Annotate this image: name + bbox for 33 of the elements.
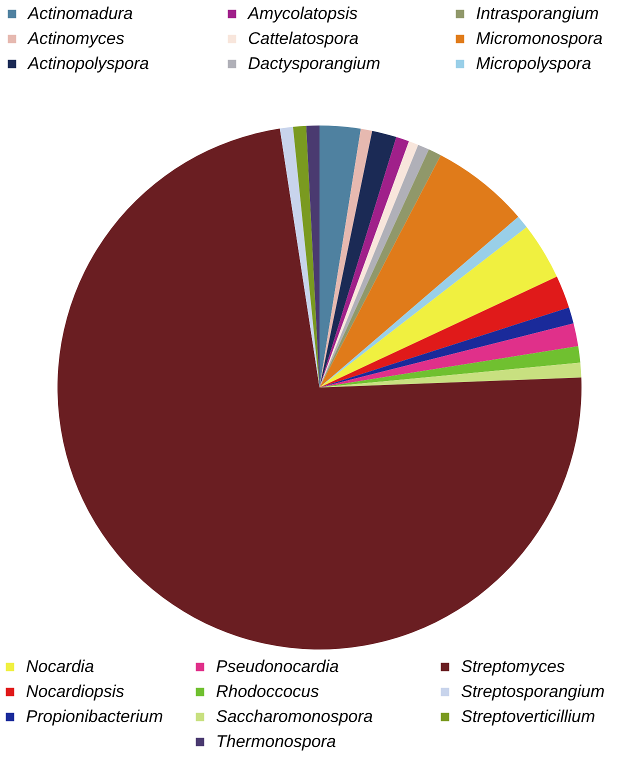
pie-slice: [320, 276, 569, 388]
legend-label: Nocardiopsis: [26, 682, 125, 701]
pie-slice: [280, 126, 320, 388]
pie-slice: [320, 130, 396, 388]
legend-label: Micromonospora: [476, 29, 603, 48]
pie-slice: [320, 126, 361, 388]
pie-slice: [292, 126, 320, 388]
pie-slice: [320, 307, 574, 388]
pie-slice: [320, 362, 582, 388]
legend-label: Actinomadura: [27, 4, 133, 23]
pie-slice: [58, 128, 582, 650]
legend-label: Streptosporangium: [461, 682, 605, 701]
legend-label: Streptoverticillium: [461, 707, 596, 726]
legend-label: Pseudonocardia: [216, 657, 339, 676]
pie-slice: [320, 323, 578, 388]
pie-slice: [320, 346, 580, 388]
legend-label: Thermonospora: [216, 732, 336, 751]
legend-label: Amycolatopsis: [247, 4, 358, 23]
legend-label: Micropolyspora: [476, 54, 592, 73]
pie-slice: [320, 155, 518, 388]
legend-label: Dactysporangium: [248, 54, 380, 73]
pie-slice: [320, 128, 372, 388]
pie-slice: [320, 216, 527, 388]
legend-label: Rhodoccocus: [216, 682, 320, 701]
legend-label: Cattelatospora: [248, 29, 359, 48]
legend-label: Saccharomonospora: [216, 707, 373, 726]
legend-label: Actinomyces: [27, 29, 125, 48]
legend-label: Intrasporangium: [476, 4, 599, 23]
pie-slice: [320, 227, 557, 388]
legend-label: Propionibacterium: [26, 707, 164, 726]
legend-label: Actinopolyspora: [27, 54, 149, 73]
legend-label: Streptomyces: [461, 657, 566, 676]
legend-label: Nocardia: [26, 657, 94, 676]
